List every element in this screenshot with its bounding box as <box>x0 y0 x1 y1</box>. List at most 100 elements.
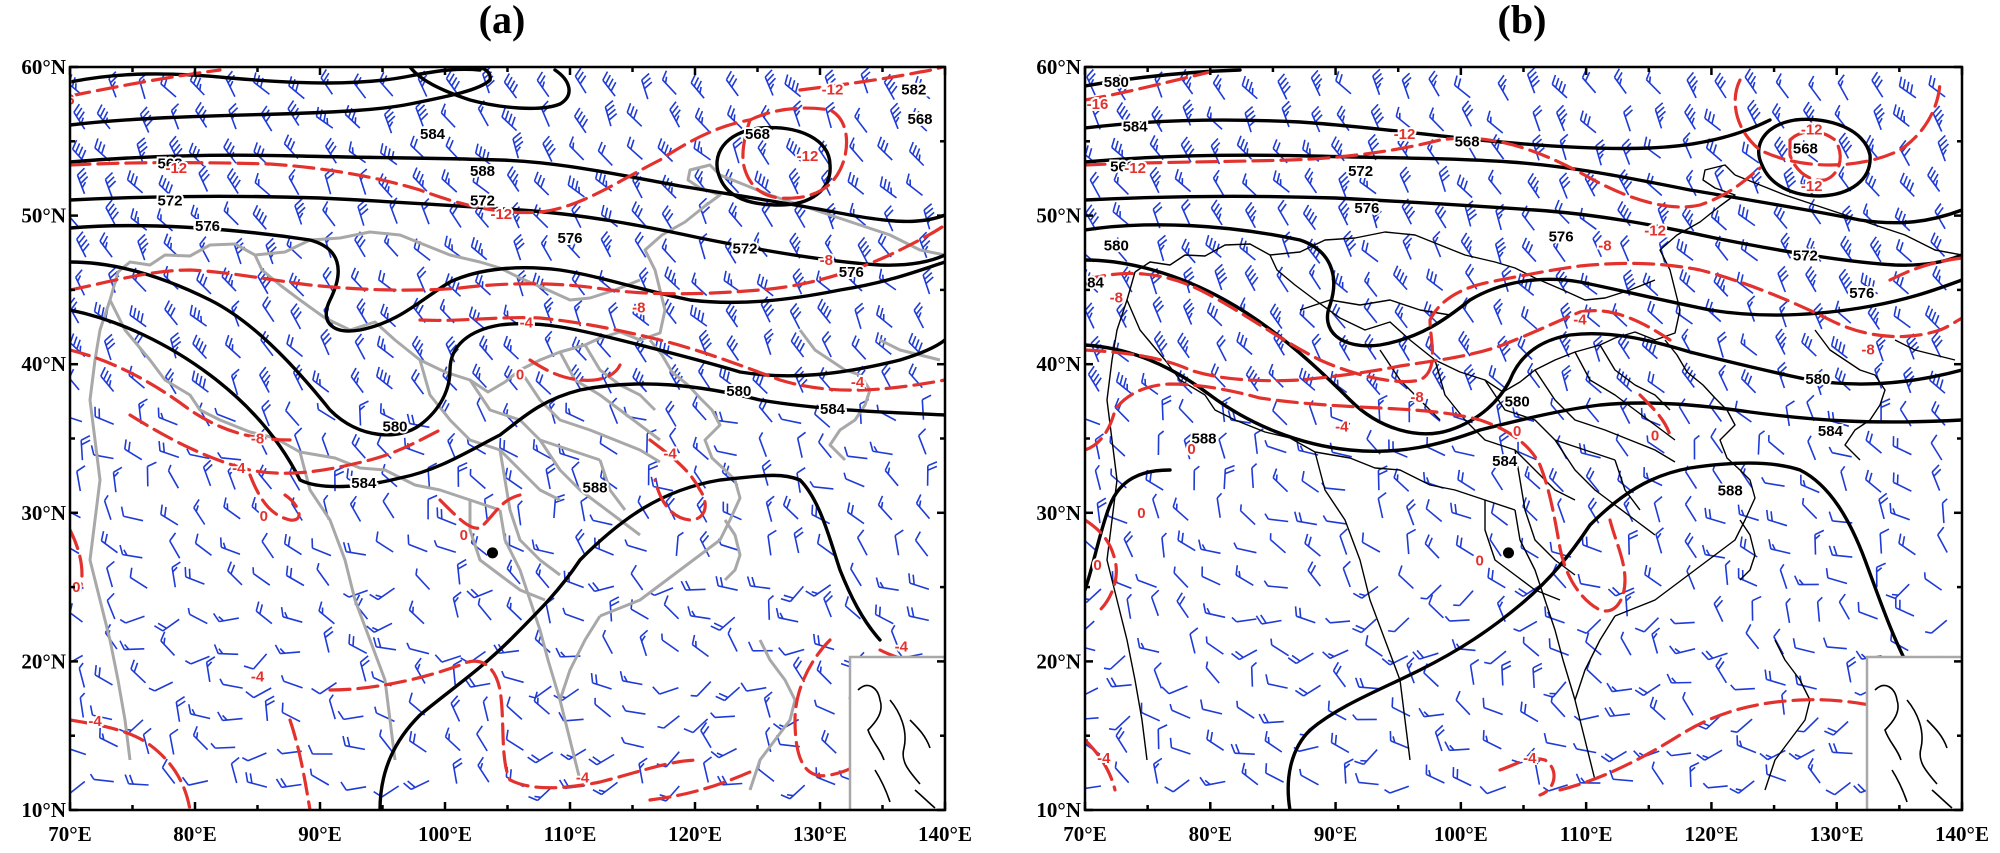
wind-barb <box>1685 169 1697 197</box>
wind-barb <box>1181 238 1196 264</box>
wind-barb <box>146 461 157 487</box>
height-label: 576 <box>839 264 864 281</box>
wind-barb <box>815 270 833 294</box>
wind-barb <box>170 103 180 130</box>
wind-barb <box>169 728 179 755</box>
wind-barb <box>375 366 393 390</box>
wind-barb <box>1678 398 1691 425</box>
wind-barb <box>357 199 369 226</box>
contour-584-b <box>1085 118 1772 151</box>
wind-barb <box>1702 782 1728 789</box>
wind-barb <box>223 201 239 226</box>
wind-barb <box>879 176 897 199</box>
temp-label: -12 <box>822 81 844 98</box>
wind-barb <box>436 507 457 526</box>
height-label: 580 <box>382 419 407 436</box>
wind-barb <box>849 562 862 587</box>
temp-label: -8 <box>820 252 833 269</box>
wind-barb <box>1239 237 1256 261</box>
wind-barb <box>1616 368 1633 392</box>
wind-barb <box>1434 724 1445 752</box>
coastline-philippines-b <box>1764 639 1811 791</box>
wind-barb <box>359 655 370 682</box>
temp-label: -12 <box>490 206 512 223</box>
longitude-label: 140°E <box>918 822 972 846</box>
wind-barb <box>427 494 438 520</box>
wind-barb <box>1245 201 1257 229</box>
wind-barb <box>79 692 86 718</box>
wind-barb <box>1838 268 1853 296</box>
contour-576-b <box>1085 223 1962 348</box>
wind-barb <box>1736 735 1757 754</box>
wind-barb <box>1115 372 1133 395</box>
wind-barb <box>1771 103 1785 129</box>
temp-label: -12 <box>1394 126 1416 143</box>
wind-barb <box>1176 592 1189 619</box>
wind-barb <box>350 367 364 394</box>
contour-568-ring-b <box>1756 117 1872 198</box>
wind-barb <box>1094 464 1102 490</box>
wind-barb <box>792 100 803 127</box>
wind-barb <box>1428 594 1444 619</box>
wind-barb <box>1212 74 1226 101</box>
wind-barb <box>1311 105 1323 133</box>
wind-barb <box>1840 465 1848 492</box>
wind-barb <box>78 662 86 688</box>
wind-barb <box>883 205 894 232</box>
wind-barb <box>1669 618 1695 625</box>
wind-barb <box>379 403 399 423</box>
wind-barb <box>905 173 923 197</box>
wind-barb <box>1625 591 1635 617</box>
wind-barb <box>1684 495 1697 522</box>
wind-barb <box>190 204 207 228</box>
wind-barb <box>632 303 650 327</box>
wind-barb <box>184 655 210 665</box>
longitude-label: 140°E <box>1935 822 1989 846</box>
wind-barb <box>661 205 674 232</box>
wind-barb <box>1765 764 1787 782</box>
wind-barb <box>1713 595 1724 623</box>
wind-barb <box>1453 590 1474 607</box>
wind-barb <box>294 198 306 225</box>
wind-barb <box>1294 606 1316 624</box>
wind-barb <box>532 204 549 229</box>
wind-barb <box>1655 527 1664 554</box>
wind-barb <box>1634 617 1660 633</box>
wind-barb <box>1737 204 1756 227</box>
height-label: 588 <box>470 163 495 180</box>
wind-barb <box>1517 441 1537 461</box>
wind-barb <box>1893 306 1911 329</box>
wind-barb <box>906 606 929 622</box>
wind-barb <box>1892 436 1912 456</box>
wind-barb <box>1682 691 1694 716</box>
wind-barb <box>1392 265 1408 291</box>
wind-barb <box>657 715 680 729</box>
wind-barb <box>1182 99 1194 126</box>
wind-barb <box>477 598 492 621</box>
wind-barb <box>483 493 494 520</box>
wind-barb <box>535 371 552 395</box>
wind-barb <box>602 71 617 97</box>
wind-barb <box>1327 700 1347 721</box>
longitude-label: 100°E <box>418 822 472 846</box>
wind-barb <box>725 301 739 328</box>
wind-barb <box>1846 656 1857 683</box>
wind-barb <box>1619 235 1630 262</box>
wind-barb <box>600 231 613 258</box>
wind-barb <box>148 681 174 692</box>
wind-barb <box>789 302 802 330</box>
wind-barb <box>379 729 393 752</box>
wind-barb <box>869 441 893 456</box>
wind-barb <box>223 138 237 164</box>
wind-barb <box>1645 70 1662 95</box>
wind-barb <box>1714 72 1727 99</box>
wind-barb <box>1521 237 1537 263</box>
wind-barb <box>1153 330 1168 358</box>
wind-barb <box>1330 406 1351 425</box>
wind-barb <box>747 641 773 652</box>
wind-barb <box>415 568 431 591</box>
wind-barb <box>1103 655 1126 670</box>
wind-barb <box>1497 74 1509 101</box>
wind-barb <box>469 468 486 490</box>
isotherm-m4-southeast-a <box>648 770 752 802</box>
